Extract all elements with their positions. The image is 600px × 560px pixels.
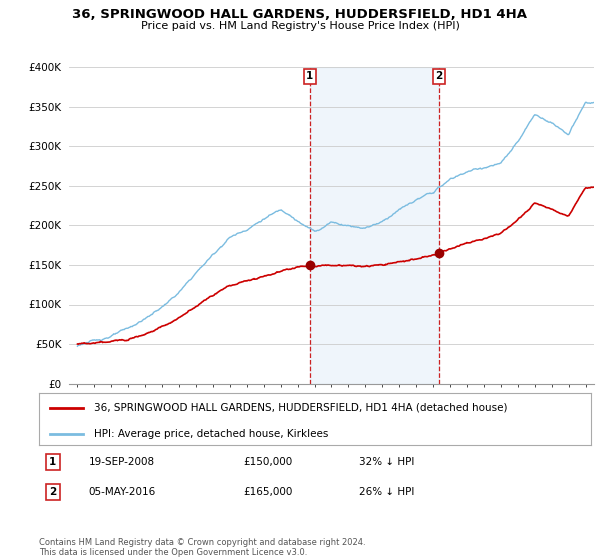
- Text: HPI: Average price, detached house, Kirklees: HPI: Average price, detached house, Kirk…: [94, 429, 329, 438]
- Bar: [310, 67, 439, 384]
- Text: 36, SPRINGWOOD HALL GARDENS, HUDDERSFIELD, HD1 4HA: 36, SPRINGWOOD HALL GARDENS, HUDDERSFIEL…: [73, 8, 527, 21]
- Text: 1: 1: [306, 71, 313, 81]
- Text: Price paid vs. HM Land Registry's House Price Index (HPI): Price paid vs. HM Land Registry's House …: [140, 21, 460, 31]
- Text: 36, SPRINGWOOD HALL GARDENS, HUDDERSFIELD, HD1 4HA (detached house): 36, SPRINGWOOD HALL GARDENS, HUDDERSFIEL…: [94, 403, 508, 413]
- Text: 1: 1: [49, 457, 56, 467]
- Text: 2: 2: [436, 71, 443, 81]
- Text: 32% ↓ HPI: 32% ↓ HPI: [359, 457, 415, 467]
- Text: £150,000: £150,000: [243, 457, 292, 467]
- Text: 26% ↓ HPI: 26% ↓ HPI: [359, 487, 415, 497]
- Text: 19-SEP-2008: 19-SEP-2008: [89, 457, 155, 467]
- Text: 2: 2: [49, 487, 56, 497]
- Text: £165,000: £165,000: [243, 487, 293, 497]
- Text: 05-MAY-2016: 05-MAY-2016: [89, 487, 156, 497]
- Text: Contains HM Land Registry data © Crown copyright and database right 2024.
This d: Contains HM Land Registry data © Crown c…: [39, 538, 365, 557]
